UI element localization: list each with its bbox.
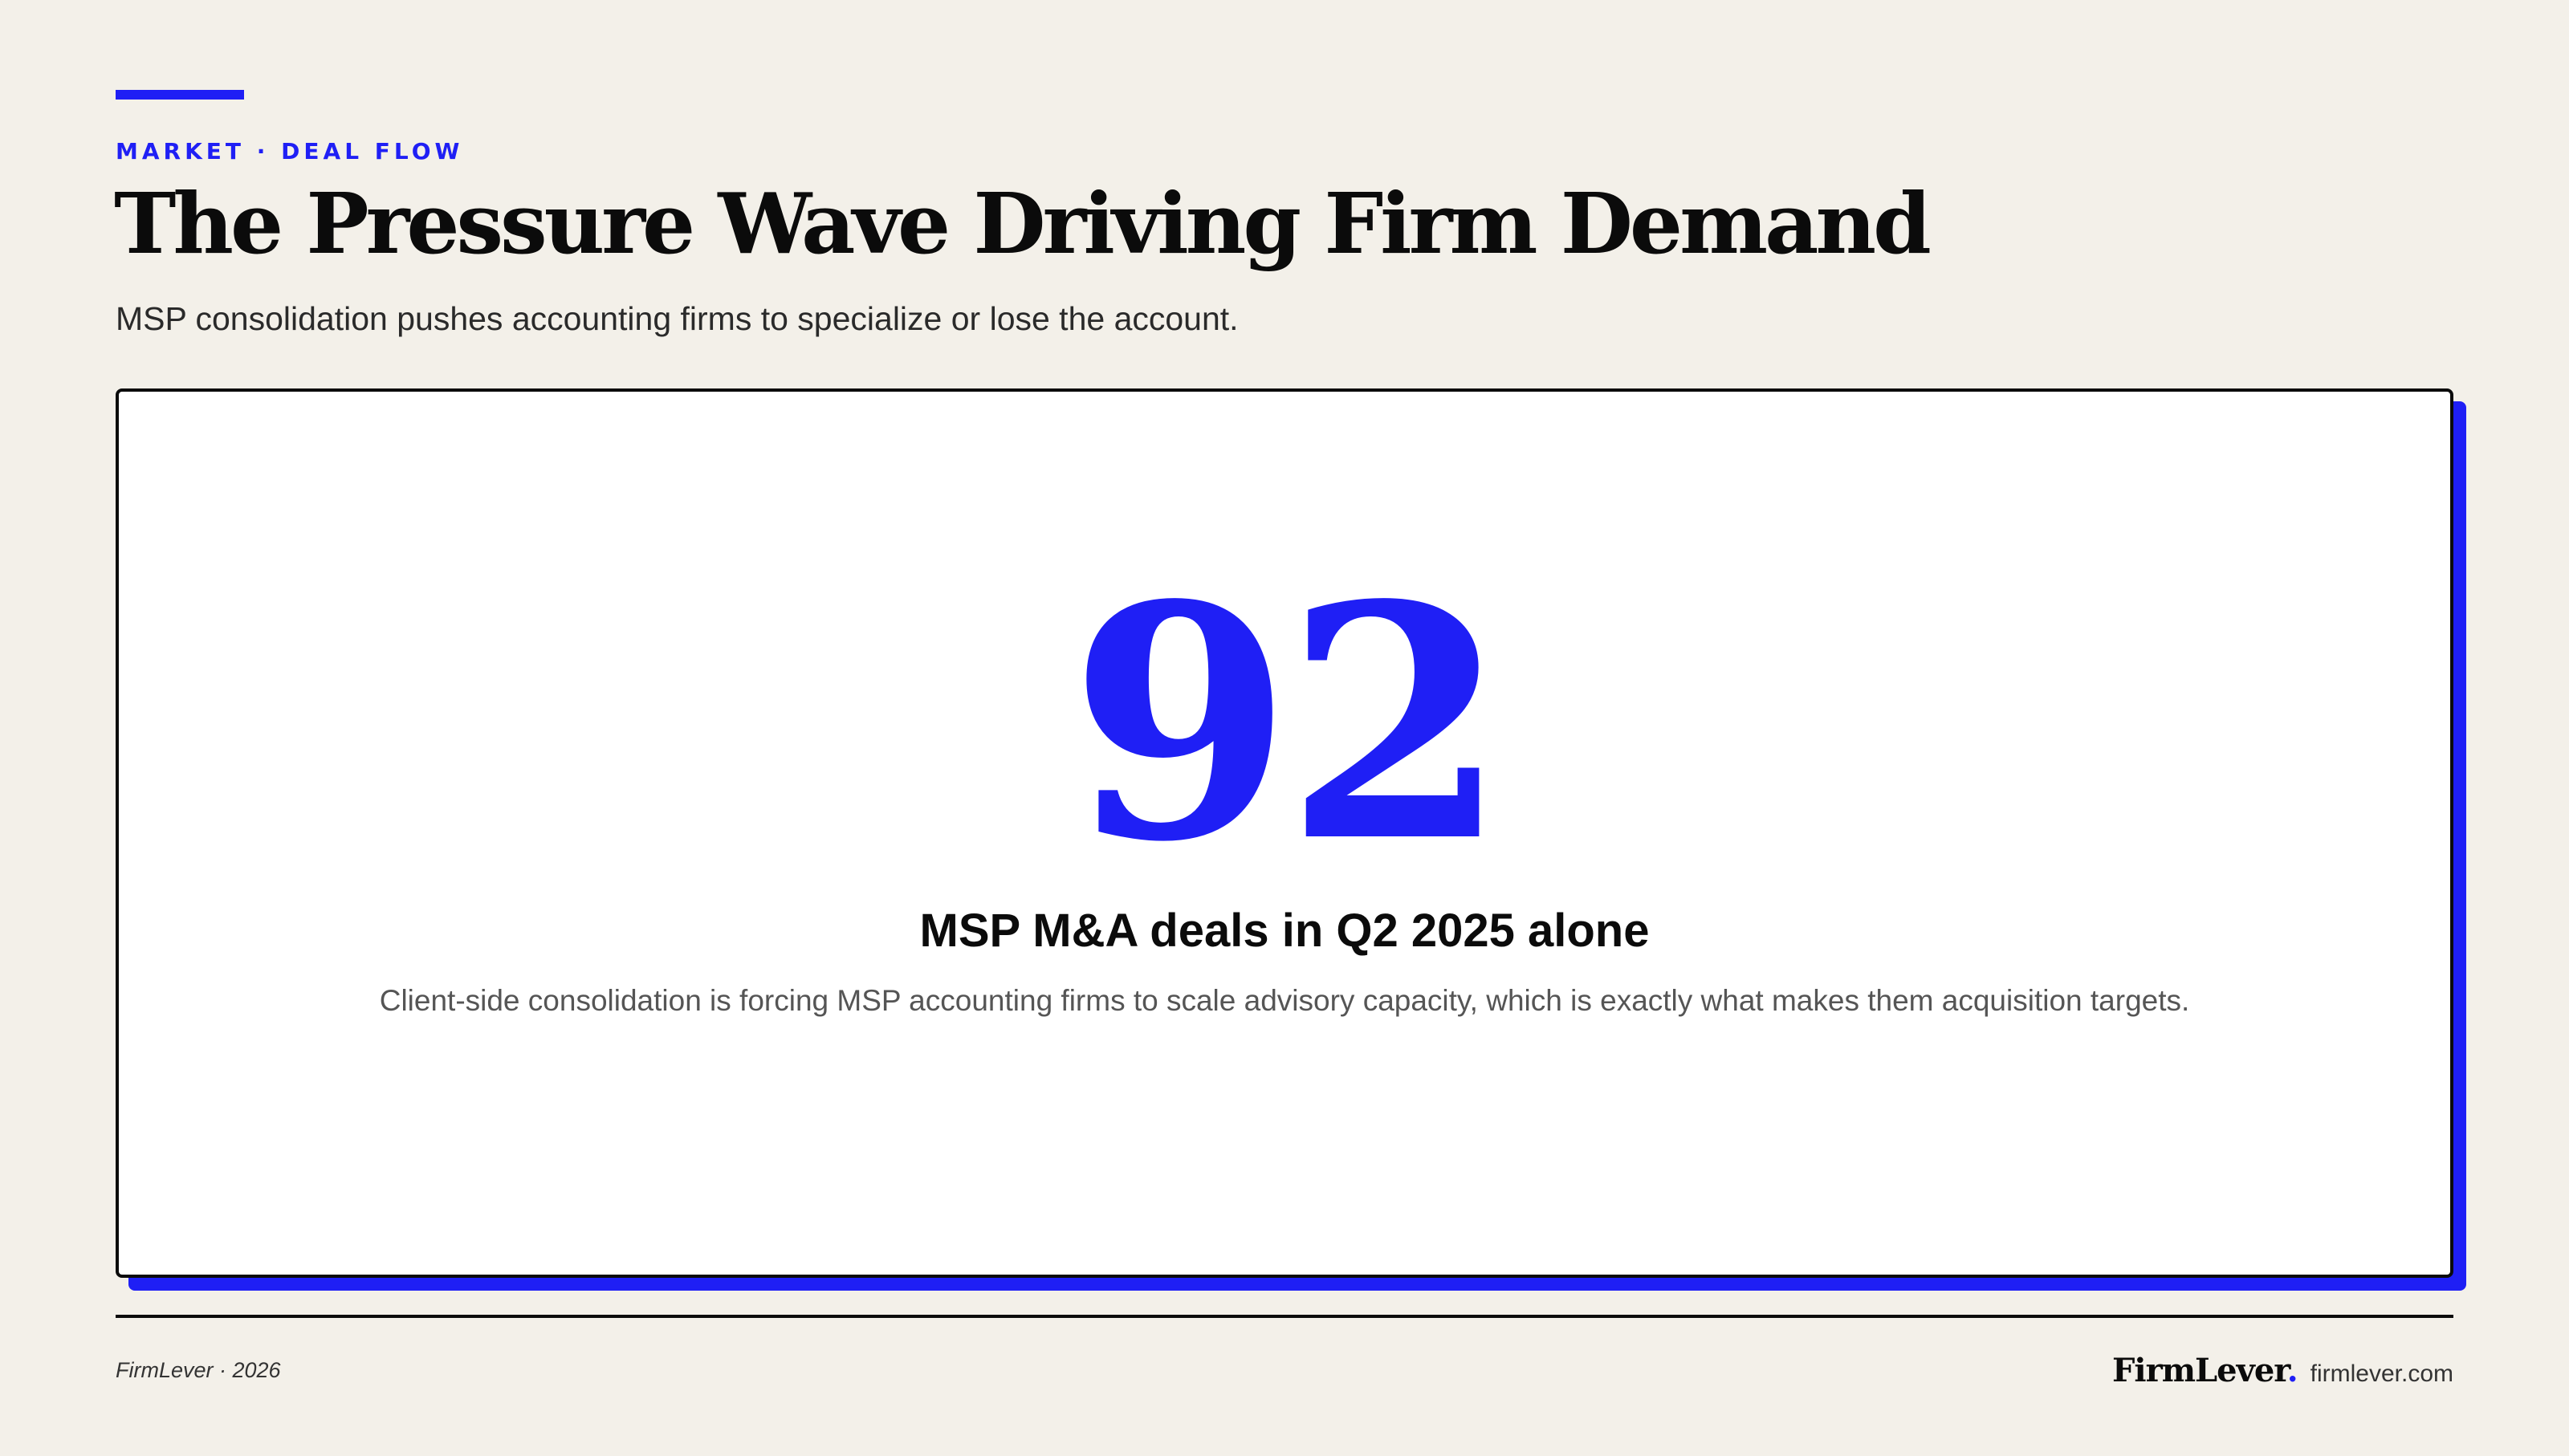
footer-website-link[interactable]: firmlever.com — [2310, 1360, 2453, 1387]
page-title: The Pressure Wave Driving Firm Demand — [114, 174, 1932, 273]
brand-dot: . — [2286, 1352, 2298, 1389]
footer-brand: FirmLever. firmlever.com — [2112, 1352, 2453, 1389]
stat-card: 92 MSP M&A deals in Q2 2025 alone Client… — [116, 388, 2453, 1278]
footer-credit: FirmLever · 2026 — [116, 1358, 281, 1382]
accent-bar — [116, 90, 244, 100]
brand-name: FirmLever — [2112, 1352, 2288, 1389]
footer-divider — [116, 1315, 2453, 1318]
stat-description: Client-side consolidation is forcing MSP… — [379, 984, 2190, 1017]
stat-value: 92 — [1069, 535, 1508, 913]
brand-logo: FirmLever. — [2112, 1352, 2298, 1389]
page-subtitle: MSP consolidation pushes accounting firm… — [116, 300, 1239, 337]
stat-label: MSP M&A deals in Q2 2025 alone — [919, 905, 1650, 957]
eyebrow-label: MARKET · DEAL FLOW — [116, 138, 464, 165]
